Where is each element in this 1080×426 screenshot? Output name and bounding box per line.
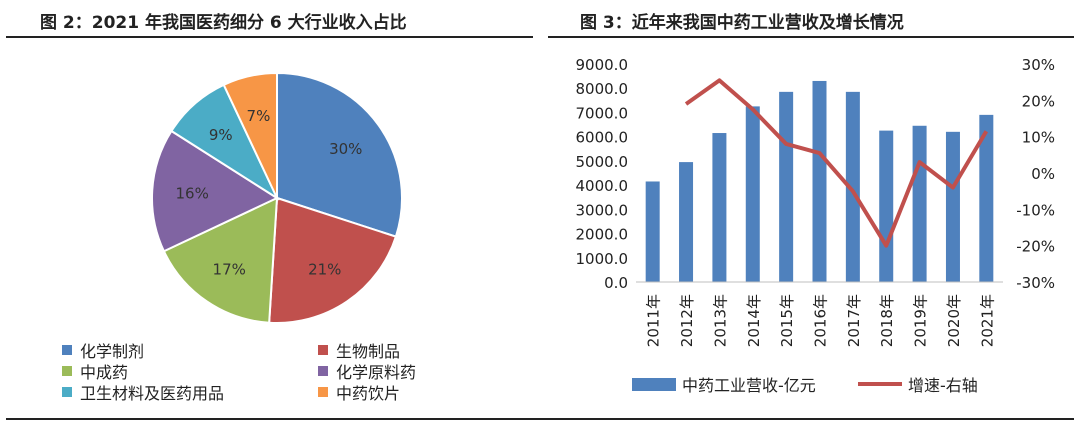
x-axis-tick-label: 2016年 [812,294,830,347]
combo-figure-title: 图 3：近年来我国中药工业营收及增长情况 [580,13,904,33]
revenue-bar [679,162,694,282]
left-axis-tick-label: 7000.0 [576,104,629,122]
pie-legend-label: 中成药 [80,363,129,382]
x-axis-tick-label: 2015年 [778,294,796,347]
pie-chart: 30% 21% 17% 16% 9% 7% [151,71,403,324]
left-axis-tick-label: 1000.0 [576,250,629,268]
right-axis-tick-label: 20% [1022,92,1055,110]
left-axis-tick-label: 0.0 [604,274,628,292]
pie-value-label: 17% [213,260,246,278]
right-axis-tick-label: -20% [1016,238,1055,256]
pie-value-label: 21% [308,260,341,278]
right-title-rule [548,36,1074,38]
bottom-rule [6,418,1074,420]
pie-slice [268,196,398,324]
legend-swatch [318,366,328,376]
revenue-bar [745,106,760,282]
revenue-bar [979,114,994,282]
left-axis-tick-label: 9000.0 [576,56,629,74]
revenue-bar [812,80,827,282]
x-axis-tick-label: 2019年 [912,294,930,347]
x-axis-tick-label: 2011年 [645,294,663,347]
revenue-bar [845,91,860,282]
pie-value-label: 9% [209,126,233,144]
growth-rate-line [684,78,989,248]
bar-series-swatch [632,377,676,391]
legend-swatch [62,366,72,376]
pie-value-label: 7% [247,107,271,125]
revenue-bar [712,133,727,282]
left-axis-tick-label: 8000.0 [576,80,629,98]
x-axis-tick-label: 2018年 [878,294,896,347]
pie-slice [276,71,403,238]
pie-figure-title: 图 2：2021 年我国医药细分 6 大行业收入占比 [40,13,407,33]
right-axis-tick-label: 30% [1022,56,1055,74]
pie-legend-label: 生物制品 [336,342,401,361]
legend-swatch [318,387,328,397]
left-axis-tick-label: 4000.0 [576,177,629,195]
x-axis-tick-label: 2021年 [978,294,996,347]
x-axis-tick-label: 2017年 [845,294,863,347]
line-series-swatch [858,382,902,386]
pie-slice [222,71,278,199]
legend-swatch [318,345,328,355]
pie-legend-item: 卫生材料及医药用品 [62,380,224,404]
left-axis-tick-label: 3000.0 [576,201,629,219]
pie-slice [162,196,279,324]
pie-legend-item: 中药饮片 [318,380,400,404]
left-title-rule [6,36,533,38]
pie-legend-item: 化学原料药 [318,359,416,383]
revenue-bar [912,125,927,283]
pie-legend-label: 卫生材料及医药用品 [80,384,225,403]
combo-legend-label: 增速-右轴 [908,376,978,395]
x-axis-tick-label: 2020年 [945,294,963,347]
revenue-bar [879,130,894,282]
x-axis-tick-label: 2013年 [711,294,729,347]
x-axis-tick-label: 2012年 [678,294,696,347]
pie-value-label: 16% [175,185,208,203]
revenue-bar [779,91,794,282]
right-axis-tick-label: -30% [1016,274,1055,292]
pie-legend-label: 中药饮片 [336,384,401,403]
revenue-bar [645,181,660,282]
right-axis-tick-label: 0% [1031,165,1055,183]
pie-legend-item: 中成药 [62,359,128,383]
pie-legend-label: 化学原料药 [336,363,417,382]
legend-swatch [62,387,72,397]
left-axis-tick-label: 6000.0 [576,129,629,147]
legend-swatch [62,345,72,355]
pie-legend-item: 化学制剂 [62,338,144,362]
pie-legend-label: 化学制剂 [80,342,145,361]
pie-value-label: 30% [329,140,362,158]
revenue-bar [945,131,960,282]
combo-legend-label: 中药工业营收-亿元 [682,376,816,395]
right-axis-tick-label: -10% [1016,201,1055,219]
pie-slice [151,129,280,253]
left-axis-tick-label: 2000.0 [576,226,629,244]
pie-legend-item: 生物制品 [318,338,400,362]
combo-legend-item: 增速-右轴 [858,372,978,396]
right-axis-tick-label: 10% [1022,129,1055,147]
left-axis-tick-label: 5000.0 [576,153,629,171]
x-axis-tick-label: 2014年 [745,294,763,347]
combo-legend-item: 中药工业营收-亿元 [632,372,816,396]
